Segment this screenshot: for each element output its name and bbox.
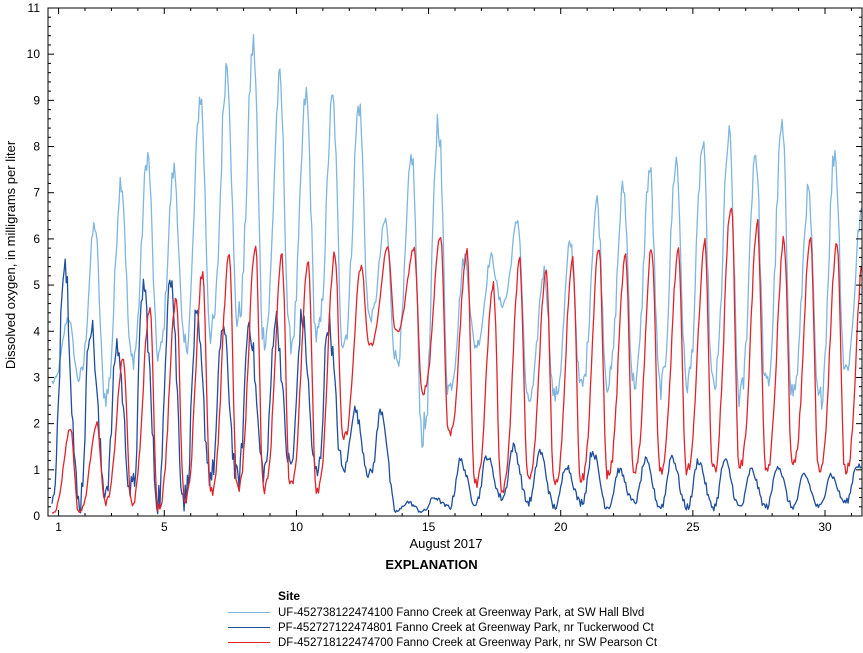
legend-swatch-df [228,642,270,643]
y-tick-label: 6 [33,232,40,246]
legend-label-df: DF-452718122474700 Fanno Creek at Greenw… [278,636,658,649]
legend-title: Site [278,589,301,603]
y-tick-label: 4 [33,324,40,338]
series-line-df [51,207,862,514]
x-tick-label: 5 [161,520,168,534]
series-line-uf [51,33,862,448]
y-tick-label: 5 [33,278,40,292]
y-tick-label: 0 [33,509,40,523]
x-tick-label: 15 [422,520,436,534]
legend-label-uf: UF-452738122474100 Fanno Creek at Greenw… [278,606,645,619]
plot-frame [47,7,863,517]
legend-item-df: DF-452718122474700 Fanno Creek at Greenw… [228,635,828,650]
legend-item-uf: UF-452738122474100 Fanno Creek at Greenw… [228,605,828,620]
explanation-title: EXPLANATION [385,557,478,572]
y-tick-label: 11 [28,1,41,15]
x-tick-label: 30 [818,520,832,534]
y-tick-label: 2 [33,417,40,431]
legend: Site UF-452738122474100 Fanno Creek at G… [228,589,828,650]
x-tick-label: 1 [55,520,62,534]
y-tick-label: 8 [33,140,40,154]
legend-swatch-uf [228,612,270,613]
y-tick-label: 10 [27,47,41,61]
legend-swatch-pf [228,627,270,628]
y-tick-label: 3 [33,370,40,384]
y-axis-title: Dissolved oxygen, in milligrams per lite… [3,140,18,369]
x-tick-label: 25 [686,520,700,534]
x-tick-label: 10 [290,520,304,534]
legend-label-pf: PF-452727122474801 Fanno Creek at Greenw… [278,621,654,634]
y-tick-label: 1 [33,463,40,477]
legend-item-pf: PF-452727122474801 Fanno Creek at Greenw… [228,620,828,635]
x-axis-title: August 2017 [409,536,482,551]
x-tick-label: 20 [554,520,568,534]
y-tick-label: 7 [33,186,40,200]
series-layer [51,33,862,515]
series-line-pf [51,258,862,515]
y-tick-label: 9 [33,93,40,107]
